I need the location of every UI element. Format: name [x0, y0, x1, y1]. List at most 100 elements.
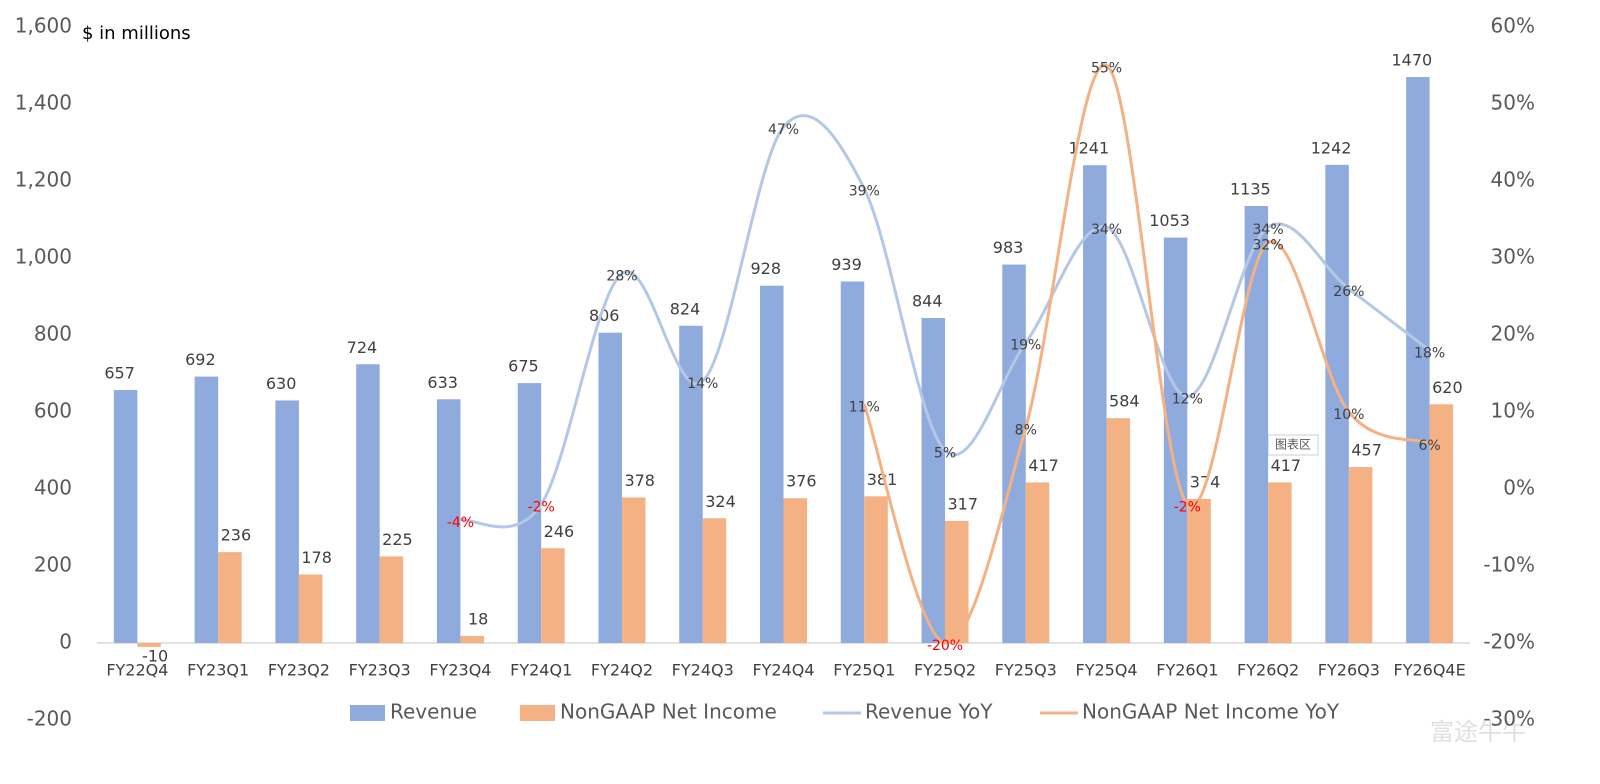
- value-label: 824: [670, 299, 701, 318]
- value-label: 939: [831, 255, 862, 274]
- y-tick-label: 1,200: [15, 168, 72, 192]
- bar: [460, 636, 484, 643]
- bar: [194, 376, 219, 643]
- y2-tick-label: 20%: [1491, 322, 1535, 346]
- x-tick-label: FY26Q2: [1237, 661, 1299, 680]
- y-tick-label: 600: [34, 399, 72, 423]
- bar: [1187, 499, 1211, 643]
- x-tick-label: FY26Q3: [1318, 661, 1380, 680]
- bar: [137, 643, 161, 647]
- bar: [1268, 482, 1292, 643]
- value-label: 457: [1351, 441, 1382, 460]
- bar: [541, 548, 565, 643]
- x-tick-label: FY25Q4: [1076, 661, 1138, 680]
- line-value-label: 6%: [1419, 438, 1441, 454]
- value-label: 178: [301, 548, 332, 567]
- y2-tick-label: -10%: [1483, 553, 1535, 577]
- y2-tick-label: -20%: [1483, 630, 1535, 654]
- value-label: 1470: [1392, 51, 1433, 70]
- watermark: 富途牛牛: [1430, 718, 1526, 746]
- x-tick-label: FY25Q2: [914, 661, 976, 680]
- value-label: 417: [1028, 456, 1059, 475]
- y2-tick-label: 40%: [1491, 168, 1535, 192]
- line-value-label: 8%: [1015, 422, 1037, 438]
- value-label: 417: [1271, 456, 1302, 475]
- value-label: 983: [993, 238, 1024, 257]
- bar: [598, 332, 622, 643]
- value-label: 928: [750, 259, 781, 278]
- value-label: -10: [142, 647, 168, 666]
- bar: [621, 497, 646, 643]
- x-tick-label: FY24Q4: [752, 661, 814, 680]
- bar: [702, 518, 727, 643]
- x-tick-label: FY22Q4: [106, 661, 168, 680]
- legend-label: Revenue: [390, 700, 477, 724]
- line-value-label: 12%: [1172, 392, 1203, 408]
- line-value-label: 11%: [849, 399, 880, 415]
- line: [862, 63, 1431, 645]
- bar: [1163, 237, 1188, 643]
- value-label: 246: [544, 522, 575, 541]
- y-tick-label: 1,400: [15, 91, 72, 115]
- line-value-label: 34%: [1091, 222, 1122, 238]
- value-label: 675: [508, 357, 539, 376]
- bar: [436, 399, 461, 643]
- bar: [783, 498, 807, 643]
- line-value-label: 14%: [687, 376, 718, 392]
- line-value-label: -2%: [1174, 499, 1201, 515]
- x-tick-label: FY25Q1: [833, 661, 895, 680]
- y-tick-label: -200: [27, 707, 72, 731]
- line-value-label: 5%: [934, 446, 956, 462]
- x-tick-label: FY26Q1: [1156, 661, 1218, 680]
- line-value-label: 28%: [606, 268, 637, 284]
- line: [460, 114, 1431, 529]
- bar: [298, 574, 323, 643]
- value-label: 1053: [1149, 211, 1190, 230]
- value-label: 317: [948, 494, 979, 513]
- bar: [113, 390, 138, 643]
- bar: [1429, 404, 1454, 643]
- x-tick-label: FY24Q1: [510, 661, 572, 680]
- value-label: 376: [786, 472, 817, 491]
- value-label: 620: [1432, 378, 1463, 397]
- line-value-label: 18%: [1414, 345, 1445, 361]
- y2-tick-label: 60%: [1491, 14, 1535, 38]
- bar: [945, 520, 969, 643]
- value-label: 324: [705, 492, 736, 511]
- value-label: 724: [347, 338, 378, 357]
- value-label: 844: [912, 292, 943, 311]
- y-tick-label: 0: [59, 630, 72, 654]
- y2-tick-label: 0%: [1503, 476, 1535, 500]
- bar: [1106, 418, 1131, 643]
- bar: [1083, 165, 1107, 643]
- legend-label: Revenue YoY: [865, 700, 993, 724]
- bar: [1002, 264, 1026, 643]
- line-value-label: -20%: [927, 638, 963, 654]
- y2-tick-label: 30%: [1491, 245, 1535, 269]
- value-label: 806: [589, 306, 620, 325]
- value-label: 692: [185, 350, 216, 369]
- x-tick-label: FY24Q3: [672, 661, 734, 680]
- axis-unit-label: $ in millions: [82, 23, 191, 44]
- value-label: 657: [104, 364, 135, 383]
- bar: [921, 318, 946, 643]
- bar: [1348, 467, 1373, 643]
- value-label: 18: [468, 610, 488, 629]
- bar: [275, 400, 299, 643]
- legend-label: NonGAAP Net Income YoY: [1082, 700, 1340, 724]
- line-value-label: 34%: [1253, 222, 1284, 238]
- line-value-label: 55%: [1091, 61, 1122, 77]
- bar: [679, 325, 703, 643]
- x-tick-label: FY23Q3: [349, 661, 411, 680]
- bar: [1244, 206, 1269, 643]
- y-tick-label: 200: [34, 553, 72, 577]
- y2-tick-label: 10%: [1491, 399, 1535, 423]
- legend-label: NonGAAP Net Income: [560, 700, 777, 724]
- line-value-label: 39%: [849, 184, 880, 200]
- value-label: 630: [266, 374, 297, 393]
- bar: [864, 496, 888, 643]
- value-label: 236: [221, 526, 252, 545]
- value-label: 633: [427, 373, 458, 392]
- bar: [1325, 164, 1349, 643]
